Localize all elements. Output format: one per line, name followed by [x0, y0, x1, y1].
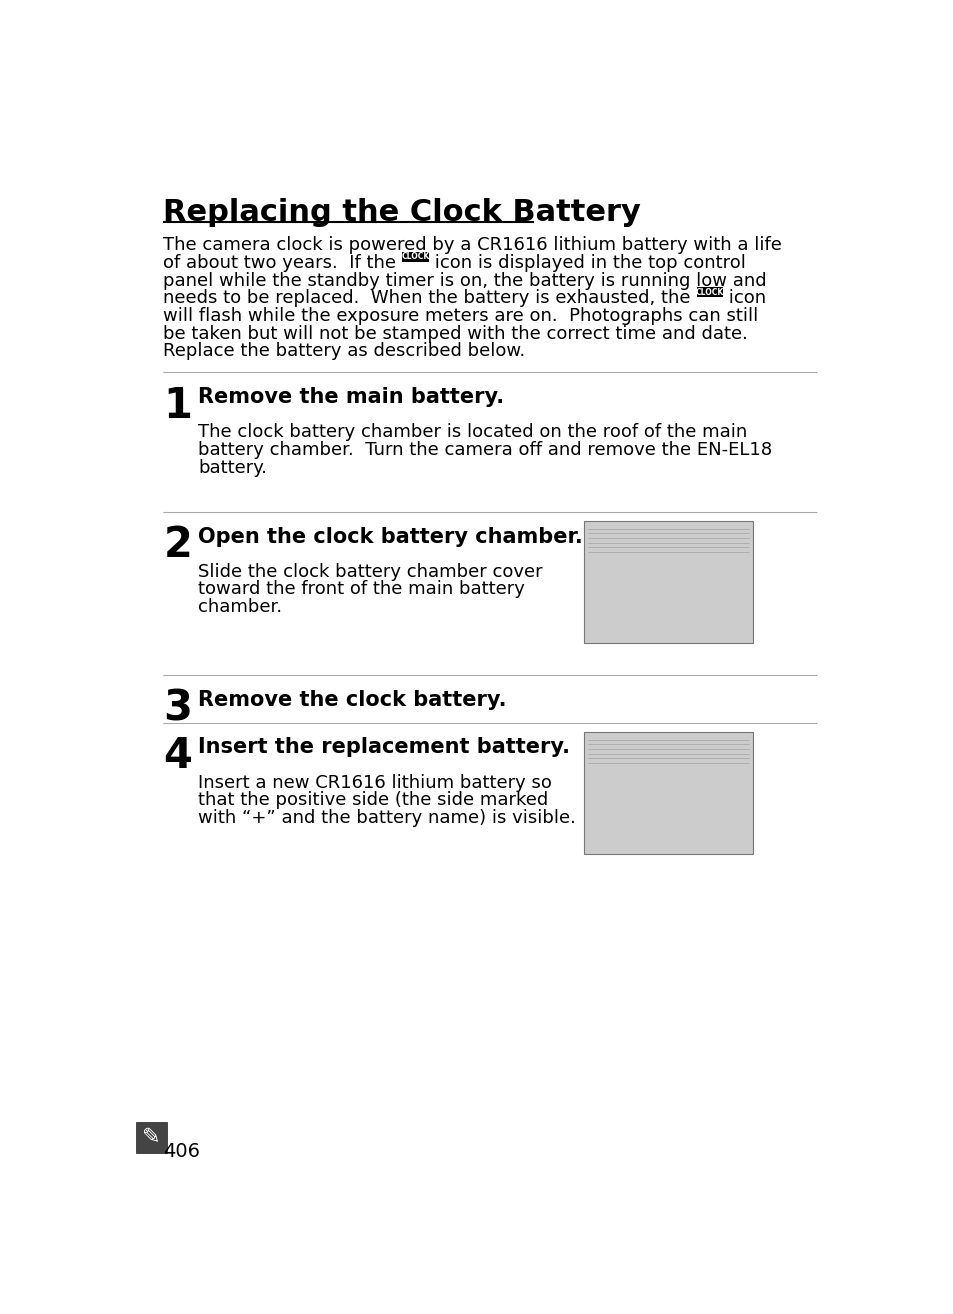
Text: Replacing the Clock Battery: Replacing the Clock Battery — [163, 197, 640, 227]
Text: chamber.: chamber. — [198, 598, 282, 616]
Text: Insert a new CR1616 lithium battery so: Insert a new CR1616 lithium battery so — [198, 774, 552, 791]
Text: of about two years.  If the: of about two years. If the — [163, 254, 402, 272]
Text: icon is displayed in the top control: icon is displayed in the top control — [428, 254, 744, 272]
Text: The camera clock is powered by a CR1616 lithium battery with a life: The camera clock is powered by a CR1616 … — [163, 237, 781, 254]
Bar — [583, 732, 753, 854]
Text: panel while the standby timer is on, the battery is running low and: panel while the standby timer is on, the… — [163, 272, 766, 289]
Text: CLOCK: CLOCK — [401, 252, 429, 261]
Bar — [696, 286, 722, 297]
Text: Replace the battery as described below.: Replace the battery as described below. — [163, 343, 525, 360]
Text: needs to be replaced.  When the battery is exhausted, the: needs to be replaced. When the battery i… — [163, 289, 696, 307]
Bar — [583, 522, 753, 643]
Text: Remove the main battery.: Remove the main battery. — [198, 388, 504, 407]
Text: 406: 406 — [163, 1142, 200, 1160]
Text: be taken but will not be stamped with the correct time and date.: be taken but will not be stamped with th… — [163, 325, 747, 343]
Text: that the positive side (the side marked: that the positive side (the side marked — [198, 791, 548, 809]
Text: ✎: ✎ — [142, 1127, 161, 1147]
Text: The clock battery chamber is located on the roof of the main: The clock battery chamber is located on … — [198, 423, 747, 442]
Text: icon: icon — [722, 289, 765, 307]
Bar — [402, 251, 428, 261]
Text: toward the front of the main battery: toward the front of the main battery — [198, 581, 524, 598]
Text: 1: 1 — [163, 385, 193, 427]
Text: 2: 2 — [163, 524, 193, 566]
Text: Slide the clock battery chamber cover: Slide the clock battery chamber cover — [198, 562, 542, 581]
Text: Insert the replacement battery.: Insert the replacement battery. — [198, 737, 570, 757]
Text: Remove the clock battery.: Remove the clock battery. — [198, 690, 506, 710]
Text: with “+” and the battery name) is visible.: with “+” and the battery name) is visibl… — [198, 809, 576, 827]
Bar — [136, 1122, 167, 1152]
Text: Open the clock battery chamber.: Open the clock battery chamber. — [198, 527, 582, 547]
Text: 4: 4 — [163, 735, 193, 777]
Text: will flash while the exposure meters are on.  Photographs can still: will flash while the exposure meters are… — [163, 307, 758, 325]
Text: battery.: battery. — [198, 459, 267, 477]
Text: CLOCK: CLOCK — [695, 288, 723, 297]
Text: battery chamber.  Turn the camera off and remove the EN-EL18: battery chamber. Turn the camera off and… — [198, 442, 772, 459]
Text: 3: 3 — [163, 687, 193, 729]
